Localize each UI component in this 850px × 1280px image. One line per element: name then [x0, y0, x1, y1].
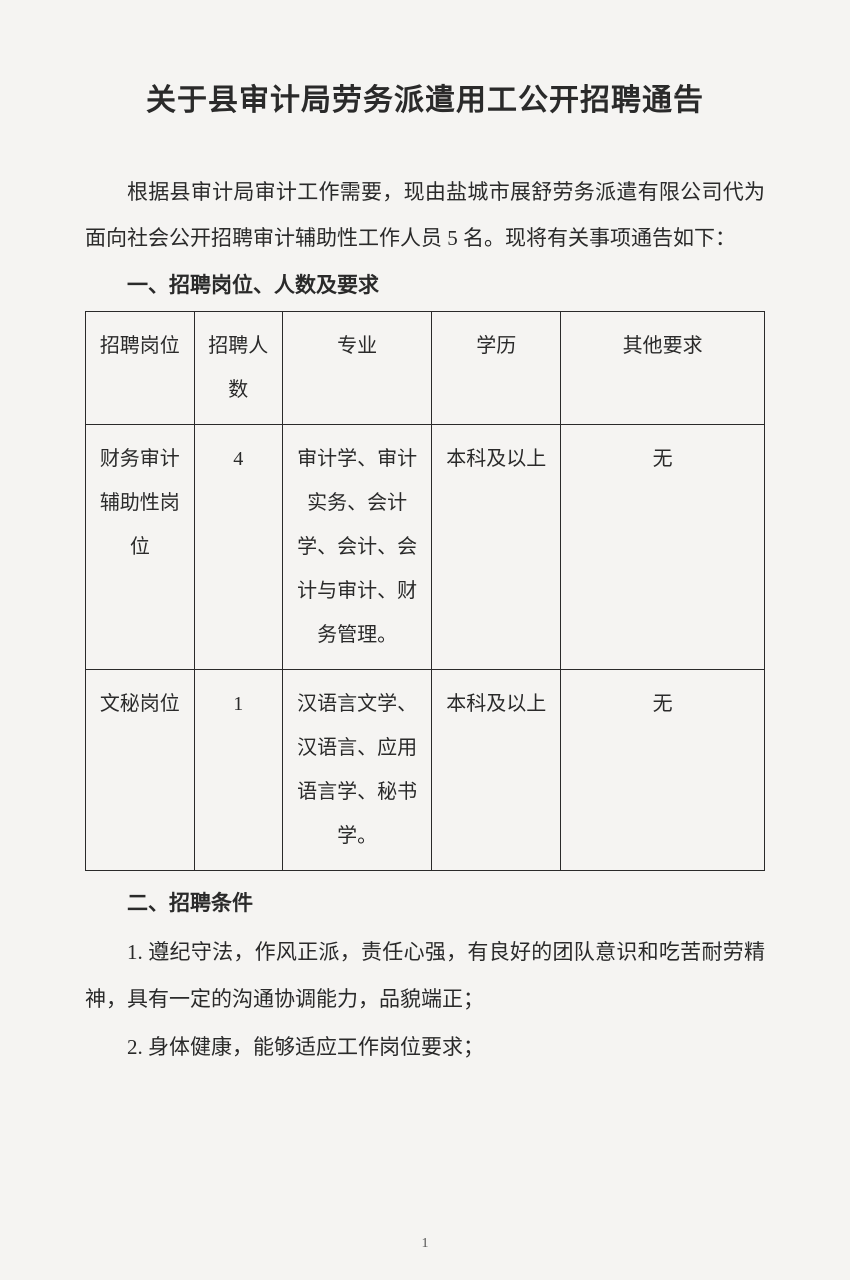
header-major: 专业 — [282, 312, 431, 425]
header-position: 招聘岗位 — [86, 312, 195, 425]
cell-count: 4 — [194, 425, 282, 670]
header-count: 招聘人数 — [194, 312, 282, 425]
table-header-row: 招聘岗位 招聘人数 专业 学历 其他要求 — [86, 312, 765, 425]
document-title: 关于县审计局劳务派遣用工公开招聘通告 — [85, 75, 765, 119]
cell-position: 财务审计辅助性岗位 — [86, 425, 195, 670]
page-number: 1 — [0, 1236, 850, 1252]
condition-item-1: 1. 遵纪守法，作风正派，责任心强，有良好的团队意识和吃苦耐劳精神，具有一定的沟… — [85, 929, 765, 1021]
cell-education: 本科及以上 — [432, 425, 561, 670]
cell-education: 本科及以上 — [432, 670, 561, 871]
section1-heading: 一、招聘岗位、人数及要求 — [127, 269, 765, 299]
condition-item-2: 2. 身体健康，能够适应工作岗位要求； — [85, 1024, 765, 1070]
cell-major: 汉语言文学、汉语言、应用语言学、秘书学。 — [282, 670, 431, 871]
cell-major: 审计学、审计实务、会计学、会计、会计与审计、财务管理。 — [282, 425, 431, 670]
header-other: 其他要求 — [561, 312, 765, 425]
recruitment-table: 招聘岗位 招聘人数 专业 学历 其他要求 财务审计辅助性岗位 4 审计学、审计实… — [85, 311, 765, 871]
header-education: 学历 — [432, 312, 561, 425]
table-row: 文秘岗位 1 汉语言文学、汉语言、应用语言学、秘书学。 本科及以上 无 — [86, 670, 765, 871]
table-row: 财务审计辅助性岗位 4 审计学、审计实务、会计学、会计、会计与审计、财务管理。 … — [86, 425, 765, 670]
section2-heading: 二、招聘条件 — [127, 887, 765, 917]
cell-count: 1 — [194, 670, 282, 871]
cell-position: 文秘岗位 — [86, 670, 195, 871]
intro-paragraph: 根据县审计局审计工作需要，现由盐城市展舒劳务派遣有限公司代为面向社会公开招聘审计… — [85, 169, 765, 261]
cell-other: 无 — [561, 670, 765, 871]
cell-other: 无 — [561, 425, 765, 670]
